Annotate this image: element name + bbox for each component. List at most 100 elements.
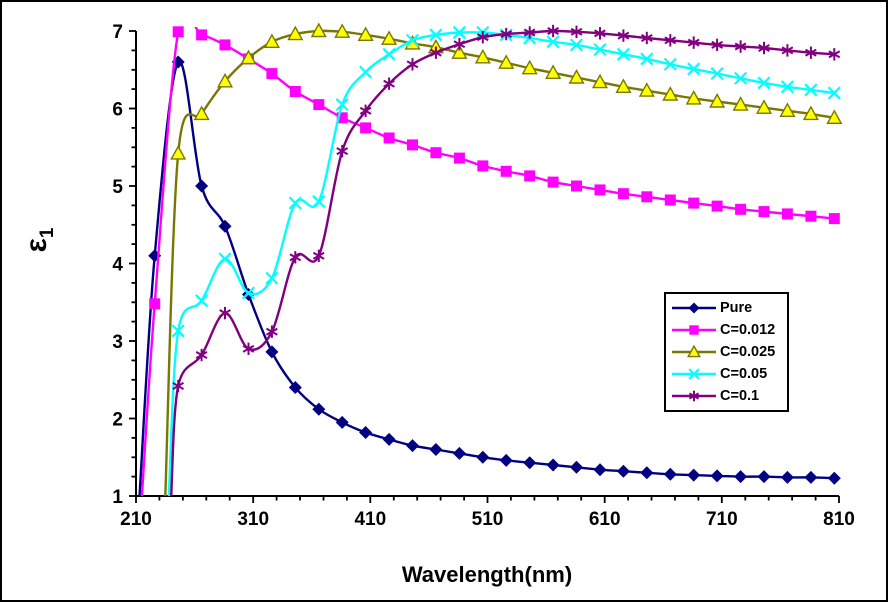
series-C=0.05 (167, 25, 841, 497)
marker-square (735, 203, 747, 215)
legend-label: C=0.012 (720, 322, 776, 338)
series-C=0.012 (140, 26, 840, 497)
series-markers (149, 26, 840, 310)
axis-tick-labels: 210 310 410 510 610 710 810 1 2 3 4 5 6 7 (112, 22, 854, 530)
marker-star (242, 344, 255, 353)
marker-square (664, 194, 676, 206)
marker-triangle (779, 102, 796, 117)
series-Pure (138, 55, 841, 497)
marker-diamond (265, 345, 279, 359)
legend-label: Pure (720, 300, 753, 316)
marker-triangle (334, 23, 351, 38)
marker-diamond (734, 470, 748, 484)
marker-triangle (685, 89, 702, 105)
y-axis-title: ε1 (20, 227, 58, 252)
marker-square (453, 152, 465, 164)
marker-square (172, 26, 184, 38)
marker-diamond (616, 464, 630, 478)
marker-diamond (827, 471, 841, 485)
marker-square (149, 298, 161, 310)
marker-square (781, 208, 793, 220)
marker-triangle (638, 82, 655, 97)
marker-triangle (615, 78, 632, 93)
marker-star (711, 40, 724, 49)
marker-square (641, 191, 653, 203)
marker-triangle (193, 105, 210, 121)
legend-marker-sample (672, 325, 716, 335)
marker-square (594, 184, 606, 196)
marker-x (593, 43, 607, 57)
marker-triangle (263, 33, 280, 48)
marker-square (219, 39, 231, 51)
marker-star (688, 392, 700, 400)
marker-star (430, 48, 442, 57)
marker-triangle (521, 59, 538, 75)
marker-square (500, 165, 512, 177)
x-tick-label: 710 (706, 509, 738, 530)
marker-square (547, 176, 559, 188)
marker-square (758, 206, 770, 218)
marker-x (382, 47, 396, 61)
x-tick-label: 210 (120, 509, 152, 530)
marker-diamond (312, 402, 326, 416)
marker-diamond (523, 456, 537, 470)
y-tick-label: 7 (112, 22, 123, 43)
marker-square (805, 210, 817, 222)
marker-square (688, 197, 700, 209)
marker-diamond (688, 302, 700, 314)
marker-triangle (498, 54, 515, 69)
marker-star (266, 327, 278, 336)
marker-triangle (357, 26, 374, 41)
marker-triangle (287, 25, 304, 41)
legend-marker-sample (672, 390, 716, 402)
marker-triangle (451, 44, 468, 59)
series-layer (138, 22, 843, 497)
marker-diamond (757, 470, 771, 484)
legend-label: C=0.025 (720, 344, 776, 360)
y-tick-label: 2 (112, 410, 123, 431)
x-tick-label: 310 (237, 509, 269, 530)
marker-diamond (780, 470, 794, 484)
marker-star (640, 34, 653, 42)
marker-star (453, 40, 466, 49)
marker-star (383, 79, 395, 88)
axes (135, 31, 839, 497)
legend: Pure C=0.012 C=0.025 C=0.05 C=0.1 (664, 292, 789, 412)
marker-star (195, 351, 208, 359)
marker-diamond (804, 470, 818, 484)
legend-marker-sample (672, 302, 716, 314)
marker-diamond (710, 469, 724, 483)
marker-diamond (476, 450, 490, 464)
marker-star (547, 27, 559, 35)
marker-square (571, 180, 582, 192)
legend-entry: C=0.025 (671, 342, 787, 362)
series-line (140, 27, 835, 497)
axis-ticks (129, 30, 840, 503)
marker-triangle (170, 145, 187, 160)
marker-star (734, 42, 747, 51)
marker-square (689, 325, 699, 335)
legend-label: C=0.1 (720, 388, 760, 404)
marker-star (664, 36, 677, 45)
marker-star (500, 30, 513, 39)
y-axis-title-base: ε (20, 238, 53, 252)
x-axis-title: Wavelength(nm) (402, 562, 572, 587)
marker-x (312, 194, 326, 209)
series-line (164, 29, 835, 497)
marker-square (617, 188, 629, 200)
marker-star (406, 60, 419, 69)
marker-diamond (406, 439, 419, 453)
y-tick-label: 6 (112, 100, 123, 121)
legend-entry: Pure (671, 298, 787, 318)
legend-entry: C=0.1 (671, 386, 787, 406)
marker-diamond (663, 467, 677, 481)
marker-x (804, 83, 818, 97)
marker-triangle (474, 48, 491, 64)
marker-square (289, 86, 301, 97)
marker-square (313, 99, 325, 111)
marker-x (616, 47, 630, 61)
marker-triangle (381, 30, 398, 45)
marker-x (663, 57, 677, 71)
marker-triangle (732, 96, 749, 111)
marker-square (430, 147, 442, 159)
